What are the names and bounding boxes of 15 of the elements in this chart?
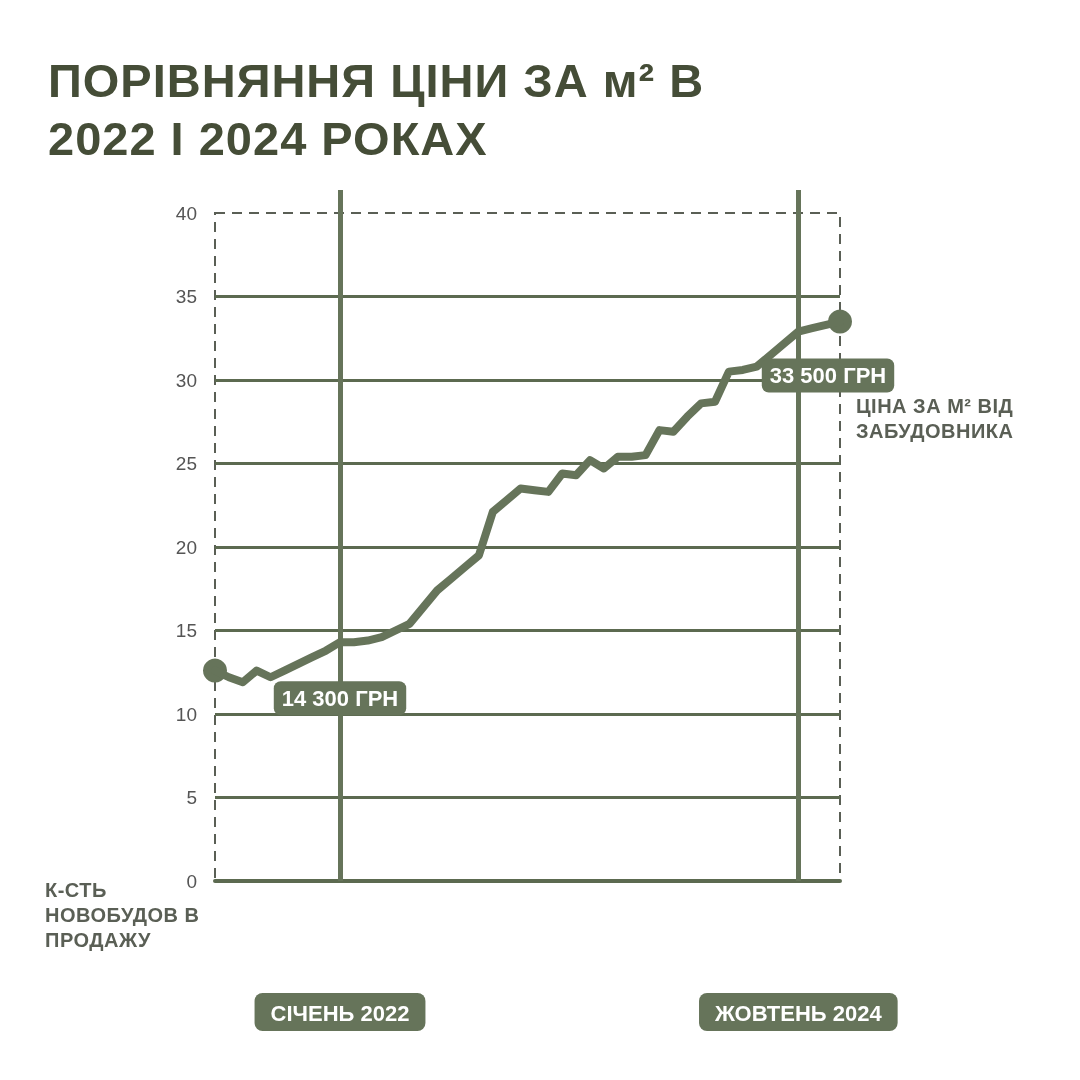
y-tick-label: 5 xyxy=(186,787,197,808)
y-tick-label: 25 xyxy=(175,453,197,474)
x-tick-label: СІЧЕНЬ 2022 xyxy=(270,1000,410,1026)
y-tick-label: 15 xyxy=(175,620,197,641)
annotation: 14 300 ГРН xyxy=(281,685,399,711)
y-tick-label: 20 xyxy=(175,536,197,558)
chart-title: ПОРІВНЯННЯ ЦІНИ ЗА м² В 2022 І 2024 РОКАХ xyxy=(48,53,706,167)
x-tick-label: ЖОВТЕНЬ 2024 xyxy=(714,1000,883,1026)
y-tick-label: 10 xyxy=(175,703,197,725)
y-tick-label: 40 xyxy=(175,202,197,224)
annotation: 33 500 ГРН xyxy=(769,363,887,389)
y-tick-label: 30 xyxy=(175,369,197,391)
text: ЦІНА ЗА М² ВІД ЗАБУДОВНИКА xyxy=(856,394,1015,444)
y-tick-label: 0 xyxy=(186,870,197,892)
y-tick-label: 35 xyxy=(175,286,197,307)
